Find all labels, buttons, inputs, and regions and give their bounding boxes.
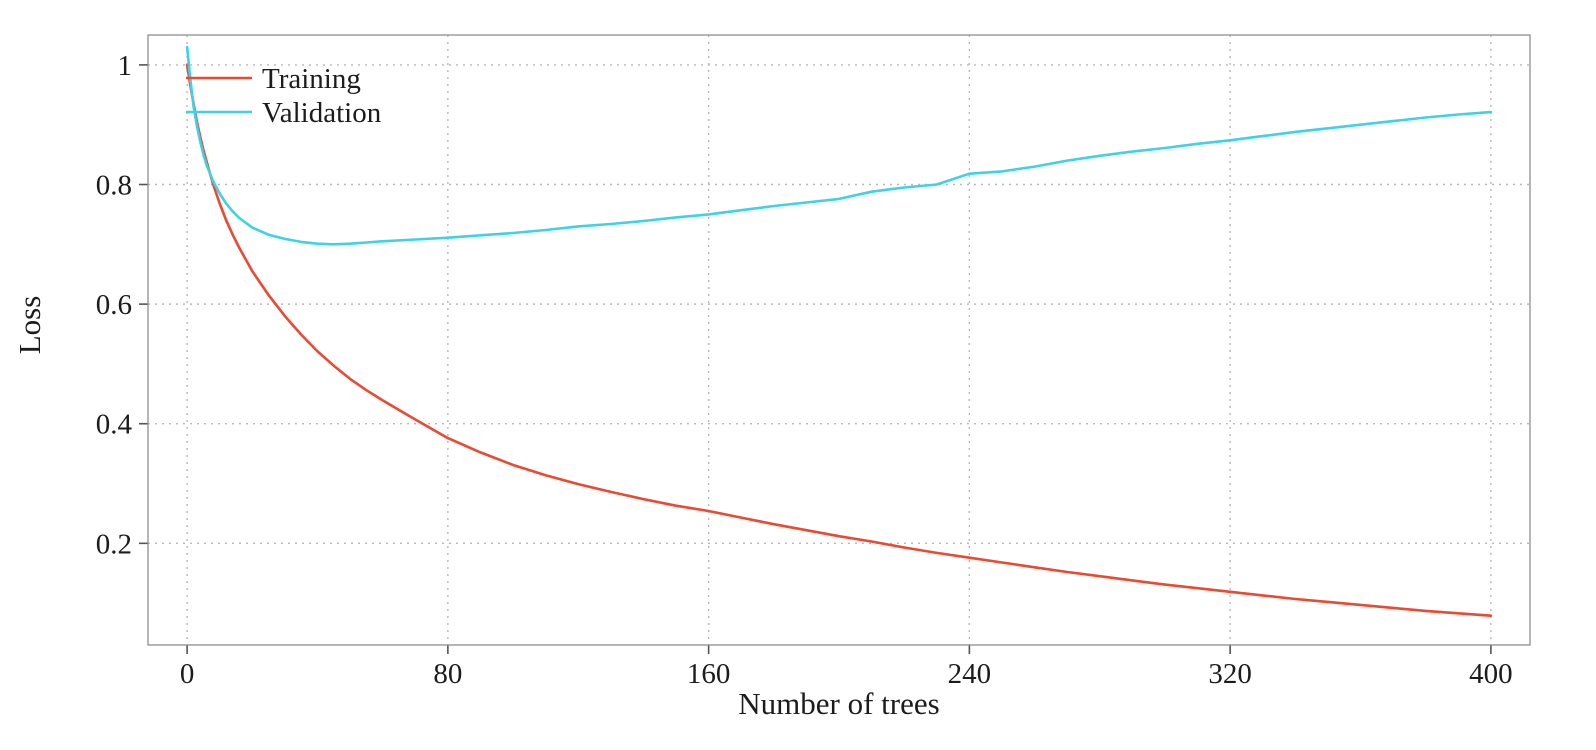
x-tick-label: 240: [948, 658, 992, 690]
y-tick-label: 0.2: [96, 528, 132, 560]
legend-label-training: Training: [262, 63, 361, 95]
y-tick-label: 0.4: [96, 409, 133, 441]
y-tick-label: 0.8: [96, 170, 132, 202]
x-tick-label: 0: [180, 658, 195, 690]
plot-frame: [147, 34, 1531, 646]
legend-label-validation: Validation: [262, 97, 382, 129]
x-tick-label: 400: [1469, 658, 1513, 690]
x-tick-label: 80: [433, 658, 462, 690]
y-axis-label: Loss: [12, 296, 47, 355]
x-axis-label: Number of trees: [738, 686, 939, 721]
y-tick-label: 1: [118, 50, 133, 82]
x-tick-label: 320: [1208, 658, 1252, 690]
x-tick-label: 160: [687, 658, 731, 690]
series-line-training: [185, 63, 1493, 618]
y-tick-label: 0.6: [96, 289, 132, 321]
series-line-validation: [185, 45, 1493, 246]
